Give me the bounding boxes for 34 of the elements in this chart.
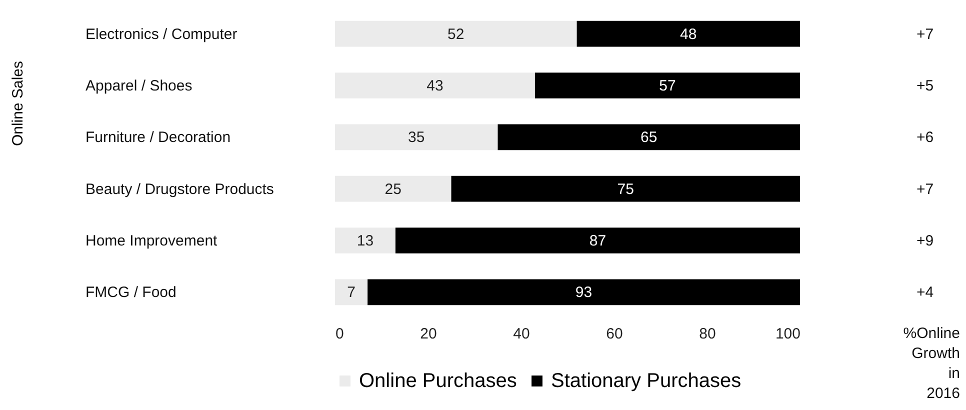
legend-label: Online Purchases — [359, 370, 517, 392]
y-tick-label: Home Improvement — [86, 232, 218, 250]
data-label: 43 — [426, 78, 444, 94]
x-tick-label: 40 — [513, 326, 530, 342]
text: %Online Growth in 2016 — [903, 325, 960, 402]
y-tick-label: Furniture / Decoration — [86, 129, 231, 146]
text: +6 — [916, 129, 934, 146]
x-tick-label: 100 — [775, 326, 800, 342]
data-label: 13 — [356, 232, 374, 250]
data-label: 65 — [640, 129, 658, 146]
data-label: 35 — [408, 129, 425, 146]
text: +7 — [916, 180, 934, 198]
y-tick-label: Apparel / Shoes — [86, 78, 192, 94]
x-tick-label: 60 — [606, 326, 623, 342]
data-label: 7 — [347, 284, 356, 302]
data-label: 25 — [384, 180, 402, 198]
x-tick-label: 0 — [336, 326, 344, 342]
text: +5 — [916, 78, 934, 94]
data-label: 52 — [448, 26, 464, 43]
data-label: 48 — [680, 26, 697, 43]
text: +4 — [916, 284, 934, 302]
y-axis-title: Online Sales — [10, 60, 26, 146]
data-label: 93 — [575, 284, 592, 302]
x-tick-label: 20 — [420, 326, 437, 342]
text: +7 — [916, 26, 934, 43]
data-label: 75 — [617, 180, 634, 198]
data-label: 87 — [589, 232, 606, 250]
text: +9 — [916, 232, 934, 250]
y-tick-label: Beauty / Drugstore Products — [86, 180, 274, 198]
x-tick-label: 80 — [699, 326, 716, 342]
y-tick-label: FMCG / Food — [86, 284, 176, 302]
data-label: 57 — [659, 78, 676, 94]
legend-label: Stationary Purchases — [551, 370, 742, 392]
y-tick-label: Electronics / Computer — [86, 26, 238, 43]
